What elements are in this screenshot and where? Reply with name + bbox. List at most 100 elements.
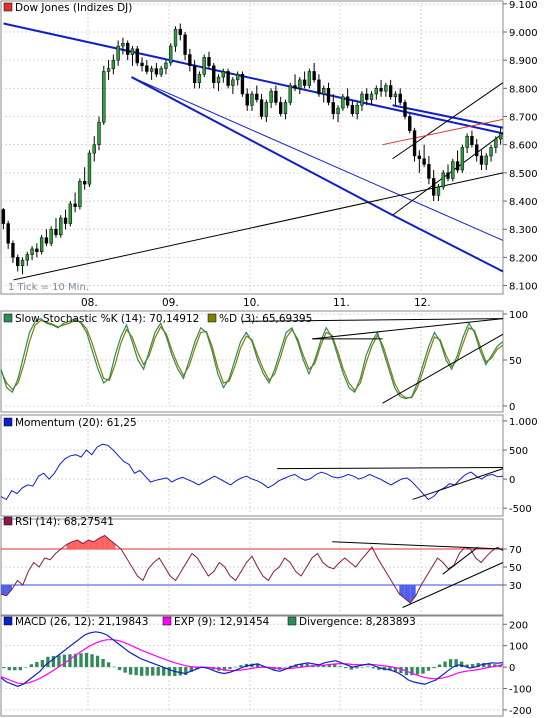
stochastic-panel: 100 50 0 Slow Stochastic %K (14): 70,14912… — [0, 310, 528, 413]
candle-body — [250, 93, 254, 106]
candle-14 — [68, 201, 73, 227]
candle-body — [422, 158, 426, 165]
candle-87 — [417, 150, 422, 173]
stoch-trendline-3 — [382, 333, 504, 404]
candle-body — [87, 152, 92, 185]
divergence-bar-30 — [167, 667, 171, 676]
rsi-oversold-fill — [1, 585, 7, 596]
candle-104 — [498, 127, 503, 145]
divergence-bar-3 — [18, 667, 22, 671]
candle-body — [498, 133, 503, 140]
candle-body — [283, 102, 288, 114]
candle-8 — [39, 234, 44, 255]
candle-body — [293, 85, 297, 89]
candle-body — [384, 85, 388, 92]
candle-body — [78, 181, 82, 207]
candle-body — [231, 79, 235, 86]
candle-body — [398, 93, 402, 103]
candle-35 — [169, 43, 173, 66]
candle-25 — [121, 37, 125, 55]
divergence-bar-40 — [222, 667, 227, 671]
rsi-oversold-fill — [6, 585, 12, 596]
candle-body — [274, 90, 278, 103]
candle-30 — [145, 60, 149, 75]
candle-7 — [35, 243, 39, 258]
candle-body — [207, 57, 211, 67]
candle-body — [169, 45, 173, 64]
candle-body — [68, 203, 73, 224]
divergence-bar-72 — [399, 667, 403, 674]
price-plot-area — [0, 0, 504, 295]
candle-body — [451, 161, 455, 179]
candle-body — [20, 259, 25, 267]
divergence-bar-25 — [140, 667, 144, 676]
price-ytick-label-3: 8.800 — [509, 84, 538, 95]
rsi-overbought-fill — [82, 540, 89, 549]
candle-body — [240, 74, 245, 95]
candle-body — [489, 147, 493, 157]
mom-ytick-label-3: -500 — [509, 504, 532, 515]
candle-body — [379, 88, 383, 92]
candle-78 — [374, 85, 378, 100]
candle-body — [63, 217, 68, 224]
momentum-trendlines — [277, 466, 504, 500]
candle-83 — [398, 88, 402, 106]
divergence-swatch — [287, 616, 297, 626]
candle-body — [59, 217, 63, 236]
candle-32 — [154, 62, 159, 78]
rsi-legend: RSI (14): 68,27541 — [3, 516, 114, 528]
divergence-bar-81 — [448, 659, 453, 668]
candle-15 — [73, 192, 77, 213]
candle-body — [350, 104, 355, 114]
divergence-bar-67 — [371, 667, 376, 669]
candle-62 — [298, 77, 302, 94]
divergence-bar-88 — [487, 663, 491, 668]
candle-47 — [226, 68, 230, 89]
momentum-y-axis: 1.000 500 0 -500 — [503, 417, 538, 515]
candle-65 — [312, 62, 316, 83]
divergence-bar-79 — [437, 664, 442, 668]
divergence-bar-70 — [388, 667, 392, 671]
divergence-bar-26 — [145, 667, 149, 676]
candle-body — [126, 43, 130, 55]
candle-50 — [240, 71, 245, 97]
candle-91 — [436, 184, 441, 202]
candle-53 — [255, 85, 259, 103]
price-ytick-label-0: 9.100 — [509, 0, 538, 11]
stoch-d-swatch — [207, 313, 217, 323]
candle-body — [11, 243, 15, 258]
candle-body — [149, 68, 154, 72]
candle-55 — [264, 99, 269, 123]
candle-45 — [216, 74, 221, 92]
price-ytick-label-8: 8.300 — [509, 225, 538, 236]
candle-33 — [159, 65, 163, 78]
divergence-bar-62 — [344, 667, 348, 669]
candle-13 — [63, 209, 68, 230]
candle-body — [365, 93, 369, 100]
stoch-ytick-label-0: 100 — [509, 310, 528, 321]
divergence-bar-20 — [112, 666, 116, 668]
price-ytick-label-10: 8.100 — [509, 282, 538, 293]
candle-40 — [192, 60, 197, 89]
candle-body — [331, 102, 335, 114]
macd-ytick-label-1: 100 — [509, 642, 528, 653]
candle-64 — [307, 68, 312, 89]
candle-body — [436, 186, 441, 196]
candle-94 — [451, 158, 455, 182]
divergence-bar-54 — [299, 663, 304, 668]
candle-84 — [403, 99, 407, 120]
divergence-bar-0 — [2, 667, 6, 669]
divergence-bar-83 — [459, 661, 464, 668]
candle-body — [54, 228, 58, 236]
macd-title: MACD (26, 12): 21,19843 — [15, 616, 148, 628]
macd-ytick-label-2: 0 — [509, 663, 515, 674]
candle-79 — [379, 79, 383, 97]
divergence-bar-68 — [377, 667, 381, 670]
candle-70 — [336, 105, 340, 123]
mom-ytick-label-1: 500 — [509, 446, 528, 457]
x-tick-label-1: 09. — [162, 297, 179, 309]
candle-body — [30, 248, 34, 255]
candle-body — [412, 130, 417, 157]
candle-93 — [446, 164, 450, 182]
candle-46 — [221, 68, 225, 83]
